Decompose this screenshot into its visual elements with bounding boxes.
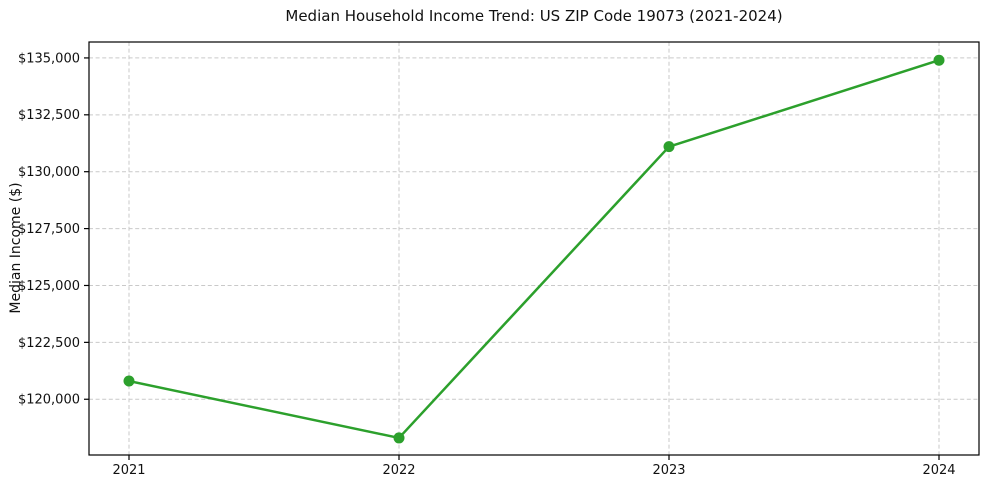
y-tick-label: $125,000	[18, 279, 80, 294]
income-trend-line	[127, 58, 941, 440]
data-point-marker	[393, 432, 405, 444]
x-tick-label: 2023	[652, 463, 685, 478]
y-tick-label: $135,000	[18, 51, 80, 66]
y-tick-label: $132,500	[18, 108, 80, 123]
data-point-marker	[933, 54, 945, 66]
y-tick-label: $127,500	[18, 222, 80, 237]
x-tick-label: 2021	[112, 463, 145, 478]
x-tick-label: 2022	[382, 463, 415, 478]
x-tick-label: 2024	[922, 463, 955, 478]
axes-spines	[88, 41, 980, 456]
chart-title: Median Household Income Trend: US ZIP Co…	[285, 7, 783, 25]
data-point-marker	[123, 375, 135, 387]
y-tick-label: $120,000	[18, 393, 80, 408]
y-tick-label: $130,000	[18, 165, 80, 180]
y-tick-label: $122,500	[18, 336, 80, 351]
data-point-marker	[663, 141, 675, 153]
